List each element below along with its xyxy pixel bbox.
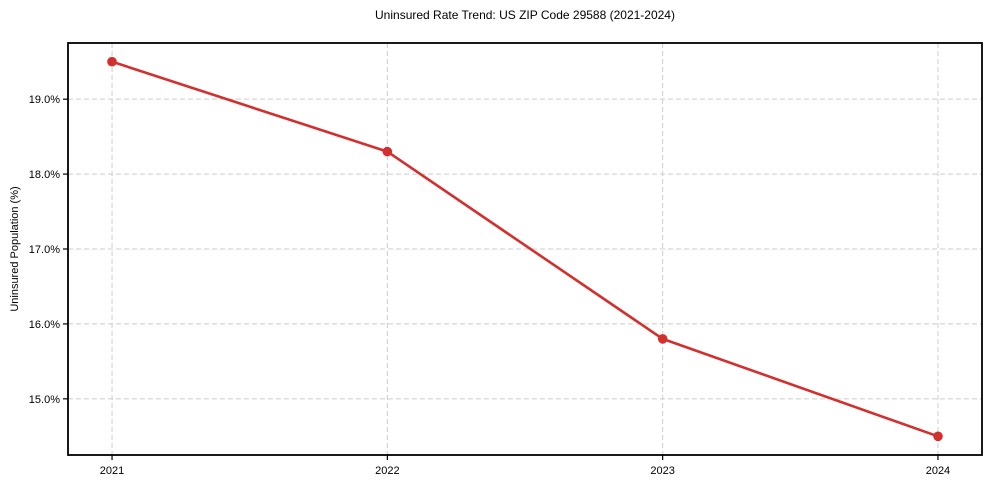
y-tick-label: 15.0% xyxy=(29,394,60,406)
data-point-marker xyxy=(657,334,668,344)
x-tick-label: 2023 xyxy=(650,465,674,477)
x-tick-label: 2024 xyxy=(926,465,950,477)
y-tick-label: 16.0% xyxy=(29,319,60,331)
trend-line xyxy=(110,60,940,438)
y-tick-label: 17.0% xyxy=(29,244,60,256)
x-tick-label: 2022 xyxy=(375,465,399,477)
y-tick-label: 19.0% xyxy=(29,94,60,106)
x-tick-label: 2021 xyxy=(100,465,124,477)
y-tick-label: 18.0% xyxy=(29,169,60,181)
data-point-marker xyxy=(107,56,117,67)
y-axis-label: Uninsured Population (%) xyxy=(9,186,21,312)
data-point-marker xyxy=(933,431,943,442)
chart-title: Uninsured Rate Trend: US ZIP Code 29588 … xyxy=(375,8,675,22)
data-point-marker xyxy=(382,146,393,157)
